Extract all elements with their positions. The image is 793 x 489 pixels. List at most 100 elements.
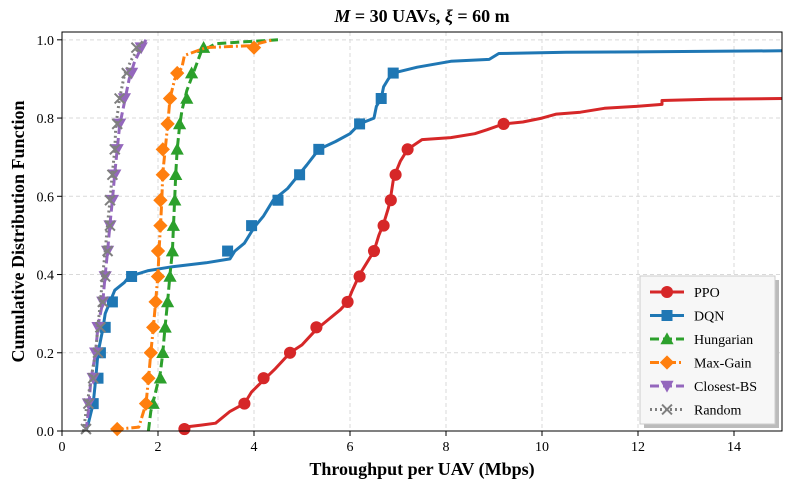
x-tick-label: 4 bbox=[251, 440, 258, 455]
data-point bbox=[313, 143, 325, 155]
legend-label: Max-Gain bbox=[694, 357, 752, 372]
y-tick-label: 0.8 bbox=[37, 112, 55, 127]
y-tick-label: 0.4 bbox=[37, 269, 55, 284]
data-point bbox=[155, 142, 170, 157]
x-tick-label: 8 bbox=[443, 440, 450, 455]
data-point bbox=[180, 91, 194, 104]
legend-label: Hungarian bbox=[694, 333, 753, 348]
data-point bbox=[170, 142, 184, 155]
data-point bbox=[294, 169, 306, 181]
data-point bbox=[272, 194, 284, 206]
legend-marker bbox=[660, 380, 674, 393]
data-point bbox=[197, 41, 211, 53]
data-point bbox=[353, 270, 366, 283]
series-ppo bbox=[178, 97, 783, 436]
data-point bbox=[104, 219, 116, 232]
data-point bbox=[185, 66, 199, 79]
data-point bbox=[387, 67, 399, 79]
y-axis-title: Cumulative Distribution Function bbox=[8, 100, 28, 362]
chart-title: M = 30 UAVs, ξ = 60 m bbox=[333, 6, 509, 27]
title-var-xi: ξ bbox=[445, 6, 453, 27]
x-tick-label: 10 bbox=[535, 440, 549, 455]
legend-label: DQN bbox=[694, 310, 724, 325]
series-dqn bbox=[84, 49, 783, 432]
data-point bbox=[168, 193, 182, 206]
data-point bbox=[222, 245, 234, 257]
data-point bbox=[106, 296, 118, 308]
data-point bbox=[126, 270, 138, 282]
legend-marker bbox=[661, 403, 673, 416]
data-point bbox=[101, 245, 114, 257]
legend-marker bbox=[661, 310, 673, 321]
data-point bbox=[130, 41, 143, 54]
legend-label: Closest-BS bbox=[694, 380, 757, 395]
data-point bbox=[121, 67, 133, 79]
data-point bbox=[153, 371, 167, 384]
axis-ticks: 0 2 4 6 8 10 12 14 0.0 0.2 0.4 0.6 0.8 1.0 bbox=[37, 34, 742, 455]
data-point bbox=[377, 219, 390, 232]
data-point bbox=[110, 421, 125, 437]
data-point bbox=[143, 345, 158, 360]
data-point bbox=[104, 194, 116, 206]
legend-marker bbox=[660, 332, 674, 345]
plot-frame bbox=[61, 31, 783, 432]
data-point bbox=[148, 294, 163, 310]
data-point bbox=[92, 347, 104, 359]
data-point bbox=[389, 168, 402, 181]
data-point bbox=[170, 65, 185, 81]
data-point bbox=[99, 270, 111, 283]
data-point bbox=[367, 245, 381, 258]
data-point bbox=[257, 372, 270, 385]
legend-entry: Hungarian bbox=[650, 332, 753, 348]
legend-box bbox=[639, 275, 776, 425]
title-var-m: M bbox=[333, 6, 351, 26]
data-point bbox=[246, 220, 258, 232]
data-point bbox=[497, 117, 510, 130]
legend-marker bbox=[659, 355, 675, 370]
data-point bbox=[146, 320, 161, 335]
data-point bbox=[97, 296, 109, 308]
series-closest-bs bbox=[81, 39, 148, 432]
data-point bbox=[169, 168, 183, 181]
series-hungarian bbox=[146, 38, 279, 432]
legend-entry: Max-Gain bbox=[650, 355, 752, 372]
data-point bbox=[94, 347, 106, 359]
data-point bbox=[150, 243, 166, 259]
legend-entry: PPO bbox=[650, 285, 720, 301]
data-point bbox=[153, 218, 168, 233]
data-point bbox=[401, 143, 414, 156]
x-tick-label: 6 bbox=[347, 440, 354, 455]
data-point bbox=[111, 118, 123, 130]
data-point bbox=[166, 219, 180, 231]
data-point bbox=[99, 321, 111, 333]
title-text-1: = 30 UAVs, bbox=[350, 6, 444, 26]
data-point bbox=[82, 397, 95, 410]
legend-marker bbox=[660, 285, 674, 299]
legend-label: PPO bbox=[694, 286, 720, 301]
data-point bbox=[178, 422, 191, 436]
legend: PPO DQN Hungarian Max-Gain Closest-BS Random bbox=[639, 275, 779, 428]
data-point bbox=[106, 169, 119, 181]
data-point bbox=[283, 346, 297, 359]
series-random bbox=[80, 39, 145, 435]
y-tick-label: 1.0 bbox=[37, 34, 55, 49]
data-point bbox=[158, 320, 172, 333]
series-layer bbox=[80, 38, 783, 437]
data-point bbox=[94, 321, 107, 333]
x-tick-label: 12 bbox=[631, 440, 645, 455]
data-point bbox=[150, 269, 166, 284]
data-point bbox=[161, 295, 175, 308]
data-point bbox=[87, 398, 99, 410]
x-tick-label: 14 bbox=[727, 440, 741, 455]
legend-entry: Random bbox=[650, 404, 742, 419]
title-text-2: = 60 m bbox=[453, 6, 510, 26]
data-point bbox=[354, 118, 366, 130]
y-tick-label: 0.0 bbox=[37, 425, 55, 440]
data-point bbox=[138, 396, 154, 411]
data-point bbox=[87, 372, 99, 384]
data-point bbox=[341, 295, 354, 308]
x-tick-label: 2 bbox=[155, 440, 162, 455]
data-point bbox=[160, 116, 175, 132]
data-point bbox=[310, 321, 323, 334]
data-point bbox=[384, 194, 397, 207]
